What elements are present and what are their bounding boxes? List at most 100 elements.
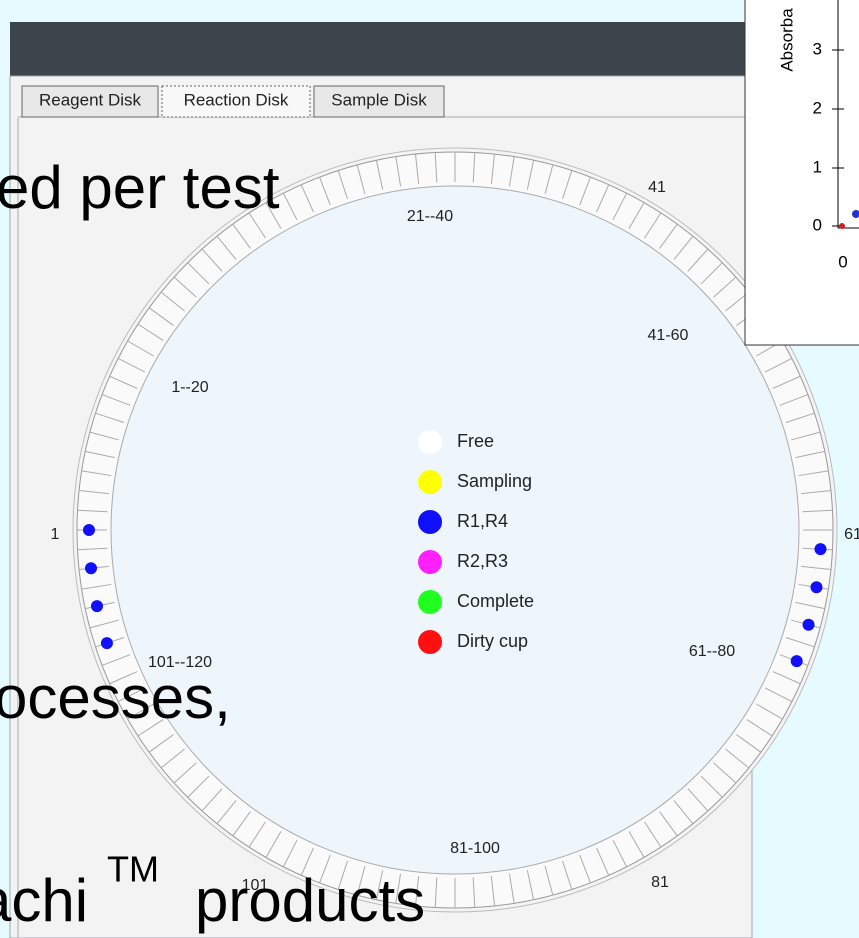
tab[interactable]: Reagent Disk [21,85,159,118]
cup-divider [596,184,610,213]
cup-divider [160,748,185,769]
cup-divider [101,654,131,666]
y-tick-label: 2 [813,98,822,117]
cup-divider [89,619,119,629]
tab[interactable]: Sample Disk [313,85,445,118]
cup-divider [89,431,119,441]
cup-divider [160,291,185,312]
disk-label: 21--40 [407,208,453,225]
cup-divider [490,876,496,906]
cup-status [90,600,103,613]
inset-frame [744,0,859,346]
cup-divider [77,509,108,513]
cup-divider [282,839,298,868]
tab-label: Sample Disk [331,90,427,109]
cup-divider [785,412,815,423]
cup-divider [248,821,266,848]
legend-label: Free [457,431,494,451]
legend-swatch [418,470,442,494]
cup-divider [201,788,223,812]
disk-label: 41-60 [648,327,689,344]
cup-divider [795,601,825,610]
cup-status [810,581,823,594]
cup-divider [319,854,331,884]
cup-divider [375,160,384,190]
cup-divider [300,847,314,876]
disk-label: 81-100 [450,840,500,857]
cup-divider [579,176,591,206]
cup-divider [526,870,535,900]
slide-line: ed per test [0,154,280,221]
cup-status [85,562,98,575]
tab-label: Reaction Disk [184,90,289,109]
cup-divider [779,394,809,406]
cup-divider [216,800,237,825]
cup-divider [508,873,515,904]
cup-divider [137,323,164,341]
cup-divider [628,202,645,229]
cup-divider [337,170,348,200]
disk-label: 81 [651,874,669,891]
cup-divider [644,821,662,848]
y-tick-label: 3 [813,39,822,58]
cup-divider [81,583,112,590]
disk-label: 1--20 [171,379,208,396]
cup-divider [472,877,476,908]
cup-divider [791,431,821,441]
legend-swatch [418,630,442,654]
disk-label: 1 [51,526,60,543]
cup-divider [579,854,591,884]
legend-label: Dirty cup [457,631,528,651]
cup-status [100,637,113,650]
cup-divider [785,637,815,648]
cup-divider [801,565,831,571]
cup-divider [434,152,438,183]
cup-status [814,543,827,556]
legend-label: Complete [457,591,534,611]
cup-divider [490,154,496,184]
legend-swatch [418,430,442,454]
y-tick-label: 1 [813,157,822,176]
cup-divider [109,375,138,389]
disk-label: 101 [242,877,269,894]
cup-divider [628,831,645,858]
disk-label: 101--120 [148,654,212,671]
cup-divider [265,831,282,858]
cup-status [790,655,803,668]
disk-labels: 21--40 41 41-60 1--20 1 61 101--120 61--80 81-10… [51,179,859,894]
cup-divider [764,687,793,703]
disk-label: 41 [648,179,666,196]
inset-point [839,223,845,229]
legend-label: R1,R4 [457,511,508,531]
tab-box [313,85,445,118]
cup-divider [127,703,154,720]
tab[interactable]: Reaction Disk [161,85,311,118]
cup-divider [337,860,348,890]
cup-divider [117,357,146,373]
cup-divider [148,307,174,326]
cup-divider [173,276,197,298]
inset-point [852,210,859,218]
title-bar [10,22,859,76]
x-tick-label: 0 [838,252,847,271]
cup-divider [700,262,723,285]
cup-divider [282,192,298,221]
tab-box [21,85,159,118]
cup-divider [232,223,251,249]
disk-label: 61 [844,526,859,543]
cup-divider [109,671,138,685]
inset-chart: Absorba 3 2 1 0 0 [744,0,859,346]
slide-line: products [195,867,425,934]
y-axis-label: Absorba [777,8,796,72]
cup-divider [414,154,420,184]
cup-divider [526,160,535,190]
cup-divider [356,866,366,896]
cup-divider [612,192,628,221]
tab-box [161,85,311,118]
cup-divider [736,734,762,753]
cup-divider [101,394,131,406]
legend-swatch [418,550,442,574]
cup-divider [95,412,125,423]
cup-divider [77,547,108,551]
